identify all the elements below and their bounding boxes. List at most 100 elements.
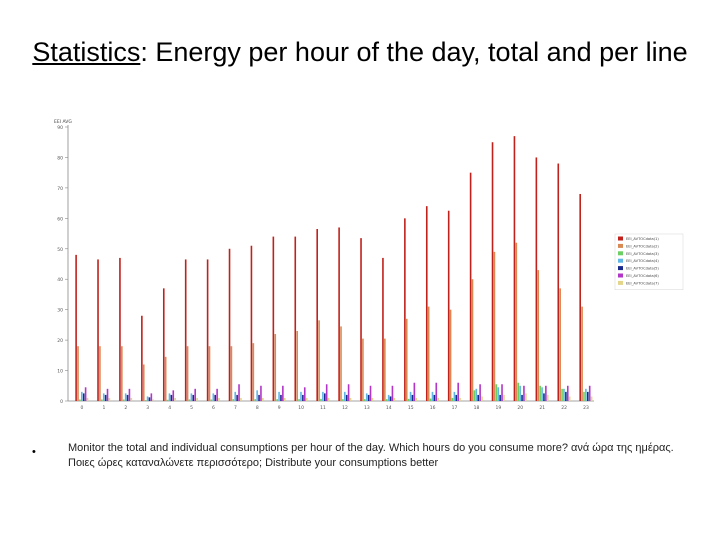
- bar-EEI_AVTOCdata(2)-hour-17: [449, 309, 452, 401]
- bar-EEI_AVTOCdata(2)-hour-12: [340, 326, 342, 401]
- bar-EEI_AVTOCdata(6)-hour-3: [150, 393, 153, 401]
- bar-EEI_AVTOCdata(4)-hour-2: [124, 393, 127, 401]
- bar-EEI_AVTOCdata(2)-hour-9: [274, 334, 277, 401]
- bar-EEI_AVTOCdata(5)-hour-1: [104, 394, 107, 401]
- bar-EEI_AVTOCdata(6)-hour-17: [457, 382, 459, 401]
- bar-EEI_AVTOCdata(5)-hour-6: [214, 394, 217, 401]
- bar-EEI_AVTOCdata(2)-hour-8: [252, 343, 255, 401]
- legend-swatch-EEI_AVTOCdata(5): [618, 266, 623, 271]
- bar-EEI_AVTOCdata(3)-hour-1: [101, 399, 103, 401]
- bar-EEI_AVTOCdata(4)-hour-3: [146, 396, 149, 401]
- bar-EEI_AVTOCdata(7)-hour-12: [349, 397, 352, 401]
- bar-EEI_AVTOCdata(7)-hour-16: [437, 397, 439, 401]
- bar-EEI_AVTOCdata(5)-hour-0: [82, 393, 85, 401]
- x-tick-label: 19: [496, 405, 502, 411]
- x-tick-label: 22: [561, 405, 567, 411]
- slide-title-underlined: Statistics: [32, 37, 141, 67]
- x-tick-label: 20: [517, 405, 523, 411]
- bar-EEI_AVTOCdata(1)-hour-23: [579, 193, 581, 401]
- y-tick-label: 0: [60, 399, 63, 405]
- bar-EEI_AVTOCdata(4)-hour-18: [475, 388, 478, 401]
- bar-EEI_AVTOCdata(2)-hour-5: [186, 346, 189, 401]
- bar-EEI_AVTOCdata(5)-hour-19: [499, 394, 501, 401]
- bar-EEI_AVTOCdata(2)-hour-11: [318, 320, 320, 401]
- bar-EEI_AVTOCdata(1)-hour-17: [447, 210, 450, 401]
- bar-EEI_AVTOCdata(3)-hour-9: [276, 399, 278, 401]
- bar-EEI_AVTOCdata(6)-hour-14: [391, 385, 394, 401]
- bar-EEI_AVTOCdata(3)-hour-4: [166, 399, 169, 401]
- legend-swatch-EEI_AVTOCdata(4): [618, 258, 623, 263]
- bar-EEI_AVTOCdata(7)-hour-3: [152, 399, 155, 401]
- bar-EEI_AVTOCdata(6)-hour-10: [303, 387, 306, 401]
- x-tick-label: 10: [298, 405, 304, 411]
- bar-EEI_AVTOCdata(6)-hour-11: [325, 384, 328, 401]
- bar-EEI_AVTOCdata(7)-hour-2: [130, 397, 133, 401]
- legend-swatch-EEI_AVTOCdata(6): [618, 273, 623, 278]
- bar-EEI_AVTOCdata(4)-hour-20: [519, 385, 521, 401]
- y-tick-label: 10: [57, 369, 63, 375]
- bar-EEI_AVTOCdata(5)-hour-18: [477, 394, 480, 401]
- bar-EEI_AVTOCdata(4)-hour-15: [409, 391, 412, 401]
- bar-EEI_AVTOCdata(1)-hour-22: [557, 163, 560, 401]
- bar-EEI_AVTOCdata(5)-hour-9: [280, 394, 282, 401]
- bar-EEI_AVTOCdata(7)-hour-19: [503, 394, 505, 401]
- bar-EEI_AVTOCdata(6)-hour-4: [172, 390, 175, 401]
- x-tick-label: 3: [146, 405, 149, 411]
- bar-EEI_AVTOCdata(7)-hour-22: [568, 396, 571, 401]
- bar-EEI_AVTOCdata(2)-hour-7: [230, 346, 233, 401]
- bar-EEI_AVTOCdata(2)-hour-20: [515, 242, 518, 401]
- bar-EEI_AVTOCdata(2)-hour-14: [384, 338, 386, 401]
- bar-EEI_AVTOCdata(4)-hour-21: [541, 387, 543, 401]
- bar-EEI_AVTOCdata(4)-hour-9: [278, 391, 280, 401]
- bar-EEI_AVTOCdata(6)-hour-0: [84, 387, 87, 401]
- bar-EEI_AVTOCdata(5)-hour-12: [345, 394, 348, 401]
- bar-EEI_AVTOCdata(7)-hour-21: [546, 394, 549, 401]
- bar-EEI_AVTOCdata(5)-hour-14: [389, 396, 392, 401]
- bar-EEI_AVTOCdata(7)-hour-13: [371, 397, 374, 401]
- legend-swatch-EEI_AVTOCdata(7): [618, 280, 623, 285]
- bar-EEI_AVTOCdata(6)-hour-2: [128, 388, 131, 401]
- x-tick-label: 9: [278, 405, 281, 411]
- slide-title: Statistics: Energy per hour of the day, …: [30, 34, 690, 70]
- bar-EEI_AVTOCdata(2)-hour-22: [559, 288, 561, 401]
- y-axis-label: EEI AVG: [54, 119, 72, 125]
- bar-EEI_AVTOCdata(3)-hour-19: [495, 384, 498, 401]
- bar-EEI_AVTOCdata(3)-hour-23: [583, 391, 585, 401]
- bar-EEI_AVTOCdata(6)-hour-9: [282, 385, 284, 401]
- legend-label-EEI_AVTOCdata(3): EEI_AVTOCdata(3): [626, 252, 659, 256]
- bar-EEI_AVTOCdata(7)-hour-20: [525, 393, 527, 401]
- y-tick-label: 40: [57, 277, 63, 283]
- bar-EEI_AVTOCdata(7)-hour-8: [262, 397, 264, 401]
- bar-EEI_AVTOCdata(6)-hour-6: [216, 388, 218, 401]
- bar-EEI_AVTOCdata(4)-hour-6: [212, 393, 215, 401]
- bar-EEI_AVTOCdata(3)-hour-17: [451, 397, 454, 401]
- legend-label-EEI_AVTOCdata(1): EEI_AVTOCdata(1): [626, 237, 659, 241]
- bar-EEI_AVTOCdata(4)-hour-8: [256, 390, 258, 401]
- bar-EEI_AVTOCdata(7)-hour-9: [283, 397, 286, 401]
- bar-EEI_AVTOCdata(5)-hour-5: [192, 394, 195, 401]
- y-tick-label: 20: [57, 338, 63, 344]
- bar-EEI_AVTOCdata(1)-hour-18: [469, 172, 472, 401]
- bar-EEI_AVTOCdata(7)-hour-15: [415, 397, 418, 401]
- legend-swatch-EEI_AVTOCdata(2): [618, 243, 623, 248]
- bar-EEI_AVTOCdata(2)-hour-0: [77, 346, 79, 401]
- bar-EEI_AVTOCdata(5)-hour-13: [367, 394, 370, 401]
- bar-EEI_AVTOCdata(1)-hour-20: [513, 136, 516, 401]
- bar-EEI_AVTOCdata(4)-hour-14: [387, 394, 390, 401]
- x-tick-label: 5: [190, 405, 193, 411]
- bar-EEI_AVTOCdata(7)-hour-17: [459, 397, 461, 401]
- bar-EEI_AVTOCdata(5)-hour-8: [258, 394, 260, 401]
- legend-label-EEI_AVTOCdata(7): EEI_AVTOCdata(7): [626, 281, 659, 285]
- bar-EEI_AVTOCdata(4)-hour-19: [497, 387, 500, 401]
- y-tick-label: 50: [57, 247, 63, 253]
- bar-EEI_AVTOCdata(1)-hour-9: [272, 236, 275, 401]
- bar-EEI_AVTOCdata(5)-hour-23: [586, 391, 589, 401]
- bar-EEI_AVTOCdata(2)-hour-18: [471, 279, 474, 401]
- bar-EEI_AVTOCdata(2)-hour-10: [296, 330, 298, 401]
- bar-EEI_AVTOCdata(1)-hour-16: [425, 206, 428, 401]
- x-tick-label: 11: [320, 405, 326, 411]
- bar-EEI_AVTOCdata(7)-hour-6: [218, 397, 220, 401]
- bar-EEI_AVTOCdata(5)-hour-10: [302, 394, 304, 401]
- bar-EEI_AVTOCdata(4)-hour-5: [190, 393, 193, 401]
